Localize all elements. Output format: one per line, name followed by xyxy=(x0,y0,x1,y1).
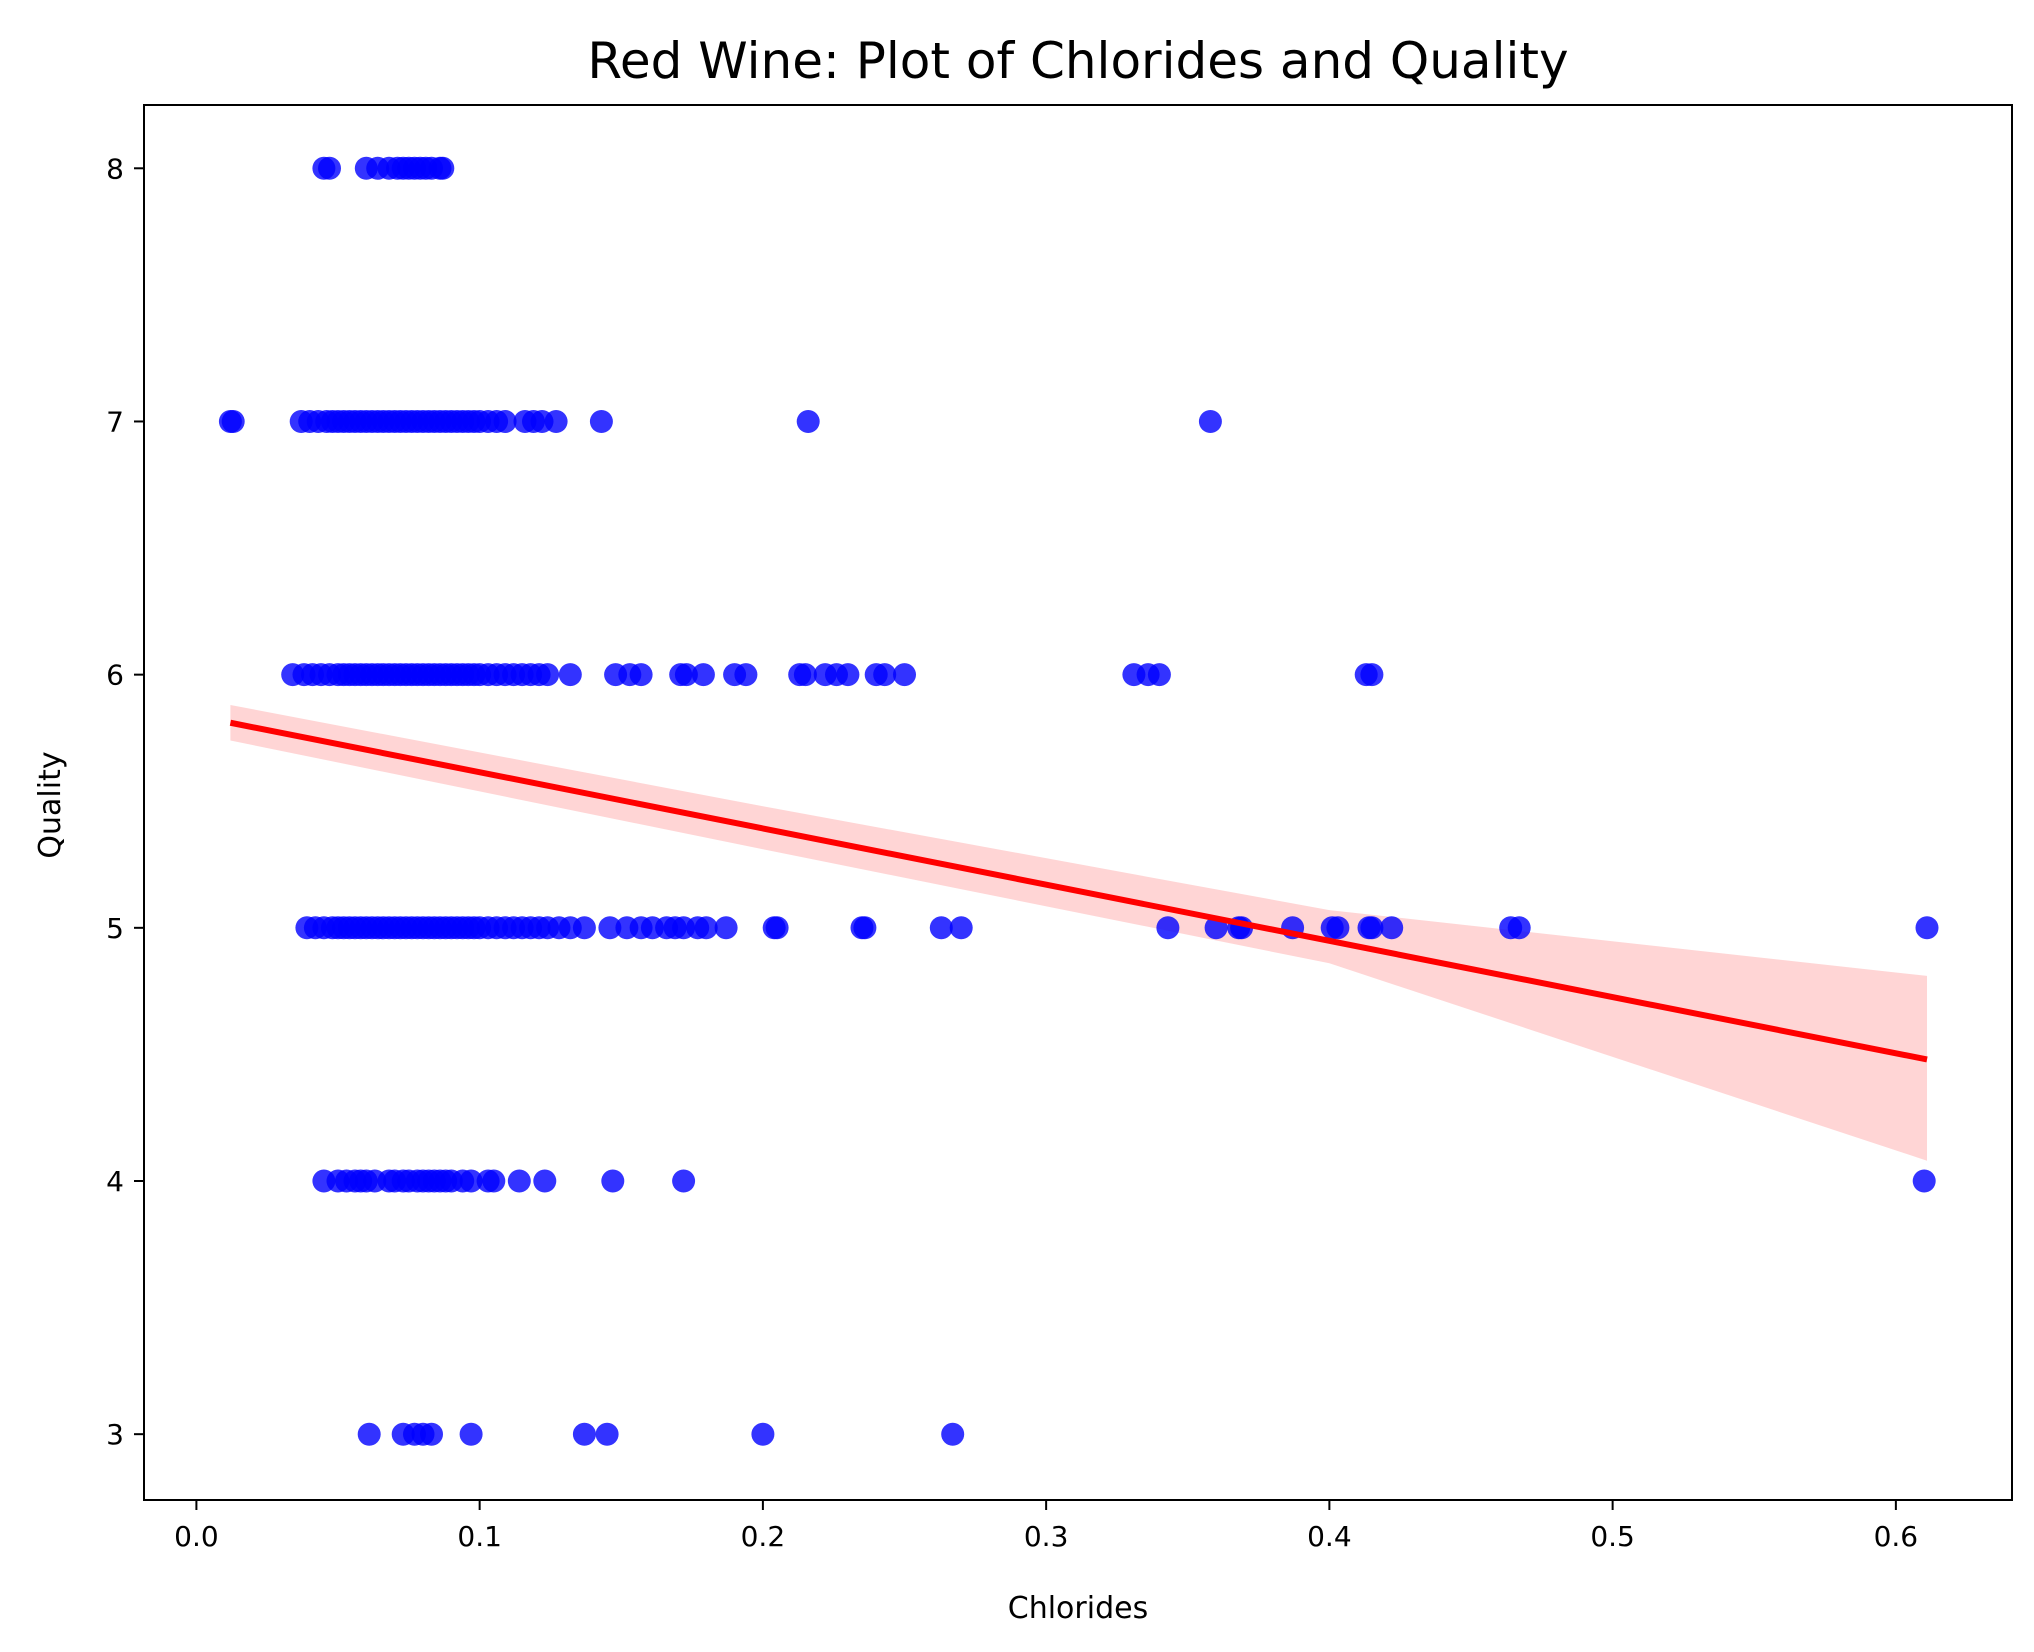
scatter-point xyxy=(1360,663,1384,687)
scatter-point xyxy=(793,663,817,687)
scatter-point xyxy=(493,410,517,433)
scatter-point xyxy=(694,916,718,940)
scatter-point xyxy=(672,1169,696,1193)
axes: 0.0 0.1 0.2 0.3 0.4 0.5 0.6 3 4 5 6 7 8 xyxy=(106,104,2013,1553)
y-tick-label: 8 xyxy=(106,152,124,185)
scatter-point xyxy=(533,1169,557,1193)
scatter-point xyxy=(1507,916,1531,940)
y-tick-label: 7 xyxy=(106,405,124,438)
scatter-point xyxy=(1147,663,1171,687)
scatter-point xyxy=(420,1422,443,1446)
y-axis-label: Quality xyxy=(33,751,68,858)
scatter-point xyxy=(318,156,341,180)
scatter-point xyxy=(873,663,897,687)
x-tick-label: 0.2 xyxy=(741,1520,786,1553)
scatter-point xyxy=(1915,916,1939,940)
scatter-point xyxy=(691,663,715,687)
scatter-point xyxy=(893,663,916,687)
regression-line xyxy=(229,719,1928,1063)
scatter-point xyxy=(507,1169,531,1193)
scatter-point xyxy=(1380,916,1404,940)
scatter-point xyxy=(598,916,622,940)
scatter-point xyxy=(482,1169,506,1193)
x-tick-label: 0.3 xyxy=(1024,1520,1069,1553)
scatter-point xyxy=(221,410,245,433)
scatter-point xyxy=(751,1422,775,1446)
plot-frame xyxy=(143,104,2013,1501)
scatter-point xyxy=(459,1422,483,1446)
x-tick-label: 0.6 xyxy=(1874,1520,1919,1553)
scatter-point xyxy=(572,916,596,940)
scatter-point xyxy=(572,1422,596,1446)
scatter-point xyxy=(929,916,953,940)
scatter-point xyxy=(734,663,758,687)
scatter-point xyxy=(544,410,568,433)
scatter-point xyxy=(1198,410,1222,433)
scatter-point xyxy=(459,1169,483,1193)
x-tick-label: 0.5 xyxy=(1590,1520,1635,1553)
scatter-point xyxy=(357,1422,381,1446)
y-tick-label: 4 xyxy=(106,1165,124,1198)
scatter-point xyxy=(589,410,613,433)
x-tick-label: 0.4 xyxy=(1307,1520,1352,1553)
scatter-point xyxy=(949,916,973,940)
scatter-point xyxy=(1326,916,1350,940)
scatter-point xyxy=(601,1169,625,1193)
scatter-point xyxy=(1156,916,1180,940)
scatter-point xyxy=(1912,1169,1936,1193)
scatter-point xyxy=(765,916,789,940)
scatter-point xyxy=(674,663,698,687)
scatter-point xyxy=(1360,916,1384,940)
scatter-point xyxy=(853,916,877,940)
x-axis-label: Chlorides xyxy=(1008,1591,1148,1626)
y-tick-label: 3 xyxy=(106,1418,124,1451)
scatter-point xyxy=(595,1422,619,1446)
scatter-point xyxy=(796,410,820,433)
scatter-point xyxy=(629,663,653,687)
y-tick-label: 5 xyxy=(106,912,124,945)
confidence-band xyxy=(230,705,1927,1161)
scatter-point xyxy=(431,156,455,180)
y-tick-label: 6 xyxy=(106,659,124,692)
scatter-point xyxy=(714,916,738,940)
plot-area xyxy=(218,156,1939,1446)
scatter-point xyxy=(941,1422,965,1446)
scatter-point xyxy=(558,663,582,687)
chart-title: Red Wine: Plot of Chlorides and Quality xyxy=(587,32,1568,90)
x-tick-label: 0.1 xyxy=(457,1520,502,1553)
x-tick-label: 0.0 xyxy=(174,1520,219,1553)
scatter-point xyxy=(536,663,560,687)
scatter-point xyxy=(836,663,860,687)
